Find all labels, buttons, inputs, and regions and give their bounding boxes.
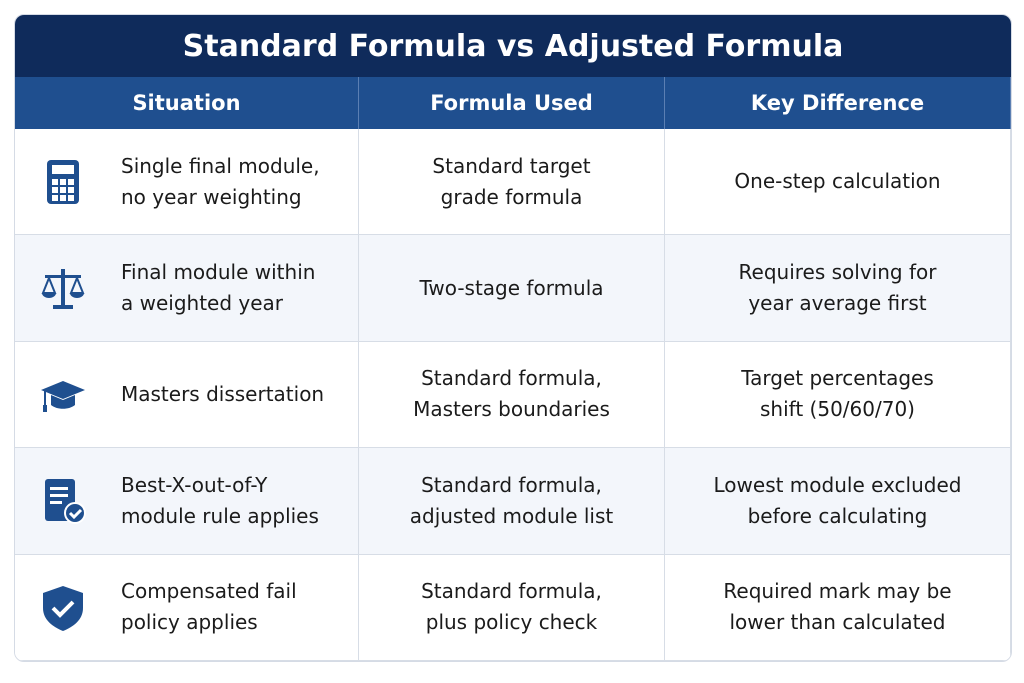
cell-text: Standard formula, <box>421 366 602 391</box>
cell: Required mark may be lower than calculate… <box>665 554 1011 661</box>
situation-cell: Best-X-out-of-Y module rule applies <box>15 448 359 555</box>
cell-text: adjusted module list <box>409 503 614 528</box>
cell-text: before calculating <box>747 503 928 528</box>
row-icon <box>43 585 83 631</box>
cell-text: Requires solving for <box>738 260 937 285</box>
cell-text: Required mark may be <box>723 579 952 604</box>
cell-text: Standard target <box>432 153 591 178</box>
cell-text: policy applies <box>121 610 258 635</box>
cell-text: One-step calculation <box>734 169 941 194</box>
cell: Standard formula, Masters boundaries <box>359 341 665 449</box>
cell-text: year average first <box>748 291 927 316</box>
table-card: Standard Formula vs Adjusted Formula Sit… <box>14 14 1012 662</box>
situation-cell: Final module within a weighted year <box>15 235 359 342</box>
cell-text: Lowest module excluded <box>713 472 962 497</box>
row-icon <box>41 268 85 309</box>
cell-text: lower than calculated <box>729 610 946 635</box>
cell-text: Single final module, <box>121 153 320 178</box>
column-header: Formula Used <box>359 77 665 129</box>
cell-text: Masters dissertation <box>121 381 325 406</box>
cell-text: shift (50/60/70) <box>760 397 915 422</box>
situation-cell: Single final module, no year weighting <box>15 129 359 236</box>
row-icon <box>41 380 85 412</box>
cell: One-step calculation <box>665 129 1011 236</box>
cell-text: grade formula <box>440 184 583 209</box>
cell: Standard target grade formula <box>359 129 665 236</box>
column-header: Situation <box>15 77 359 129</box>
title: Standard Formula vs Adjusted Formula <box>15 15 1011 77</box>
cell-text: a weighted year <box>121 291 284 316</box>
situation-cell: Compensated fail policy applies <box>15 554 359 661</box>
cell-text: no year weighting <box>121 184 302 209</box>
situation-cell: Masters dissertation <box>15 341 359 449</box>
row-icon <box>47 160 79 205</box>
cell: Target percentages shift (50/60/70) <box>665 341 1011 449</box>
cell: Two-stage formula <box>359 235 665 342</box>
cell-text: Two-stage formula <box>419 275 604 300</box>
column-header: Key Difference <box>665 77 1011 129</box>
cell: Requires solving for year average first <box>665 235 1011 342</box>
cell-text: Best-X-out-of-Y <box>121 472 268 497</box>
cell-text: module rule applies <box>121 503 319 528</box>
cell-text: Final module within <box>121 260 316 285</box>
cell: Standard formula, adjusted module list <box>359 448 665 555</box>
cell-text: plus policy check <box>425 610 598 635</box>
cell-text: Target percentages <box>741 366 934 391</box>
cell-text: Masters boundaries <box>413 397 610 422</box>
cell-text: Standard formula, <box>421 579 602 604</box>
row-icon <box>45 479 86 525</box>
cell: Lowest module excluded before calculating <box>665 448 1011 555</box>
cell-text: Standard formula, <box>421 472 602 497</box>
cell-text: Compensated fail <box>121 579 297 604</box>
cell: Standard formula, plus policy check <box>359 554 665 661</box>
